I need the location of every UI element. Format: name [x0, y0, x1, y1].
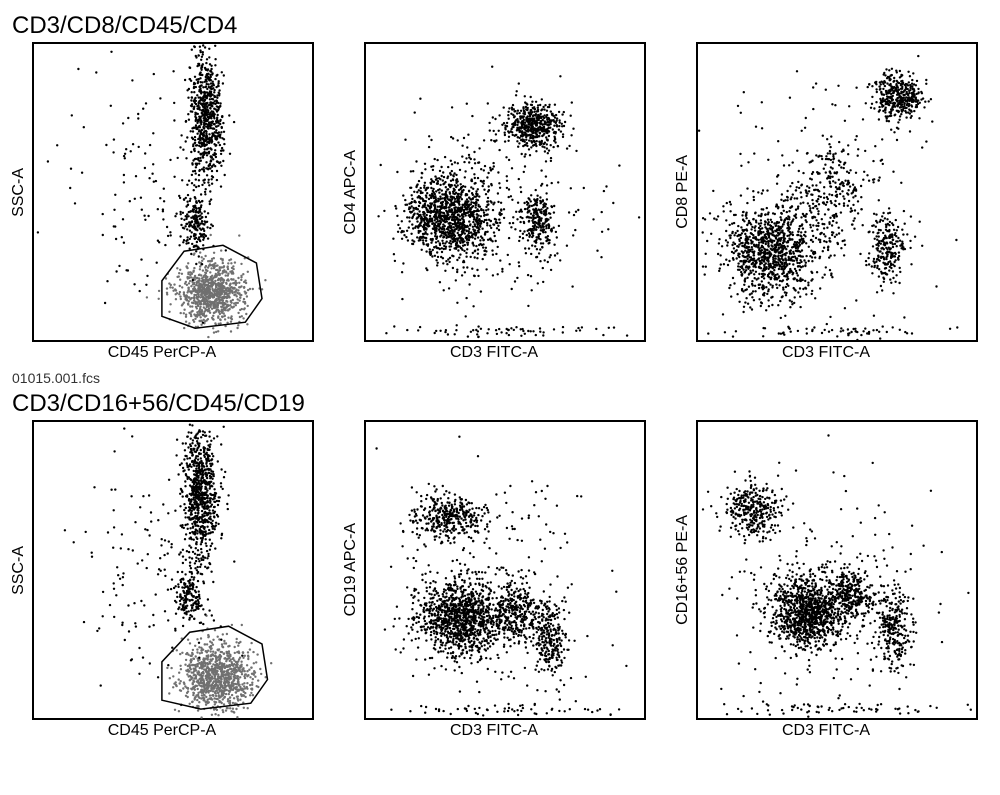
scatter-plot	[696, 420, 978, 720]
x-axis-label: CD3 FITC-A	[782, 344, 870, 362]
x-axis-label: CD45 PerCP-A	[108, 722, 216, 740]
x-axis-label: CD3 FITC-A	[782, 722, 870, 740]
plot-wrap: CD19 APC-A CD3 FITC-A	[342, 420, 646, 740]
y-axis-label: SSC-A	[10, 546, 28, 595]
scatter-plot	[696, 42, 978, 342]
panel-title-row0: CD3/CD8/CD45/CD4	[12, 12, 990, 40]
plot-wrap: SSC-A CD45 PerCP-A	[10, 420, 314, 740]
panel-title-row1: CD3/CD16+56/CD45/CD19	[12, 390, 990, 418]
scatter-plot	[32, 420, 314, 720]
x-axis-label: CD3 FITC-A	[450, 722, 538, 740]
x-axis-label: CD45 PerCP-A	[108, 344, 216, 362]
y-axis-label: CD8 PE-A	[674, 155, 692, 229]
x-axis-label: CD3 FITC-A	[450, 344, 538, 362]
plot-wrap: CD8 PE-A CD3 FITC-A	[674, 42, 978, 362]
plot-wrap: CD16+56 PE-A CD3 FITC-A	[674, 420, 978, 740]
scatter-plot	[32, 42, 314, 342]
scatter-plot	[364, 420, 646, 720]
plot-wrap: SSC-A CD45 PerCP-A	[10, 42, 314, 362]
file-label: 01015.001.fcs	[12, 370, 990, 386]
plot-row-1: SSC-A CD45 PerCP-A CD19 APC-A CD3 FITC-A…	[10, 420, 990, 740]
y-axis-label: CD4 APC-A	[342, 150, 360, 234]
y-axis-label: CD19 APC-A	[342, 523, 360, 616]
plot-wrap: CD4 APC-A CD3 FITC-A	[342, 42, 646, 362]
plot-row-0: SSC-A CD45 PerCP-A CD4 APC-A CD3 FITC-A …	[10, 42, 990, 362]
y-axis-label: SSC-A	[10, 168, 28, 217]
y-axis-label: CD16+56 PE-A	[674, 515, 692, 625]
scatter-plot	[364, 42, 646, 342]
